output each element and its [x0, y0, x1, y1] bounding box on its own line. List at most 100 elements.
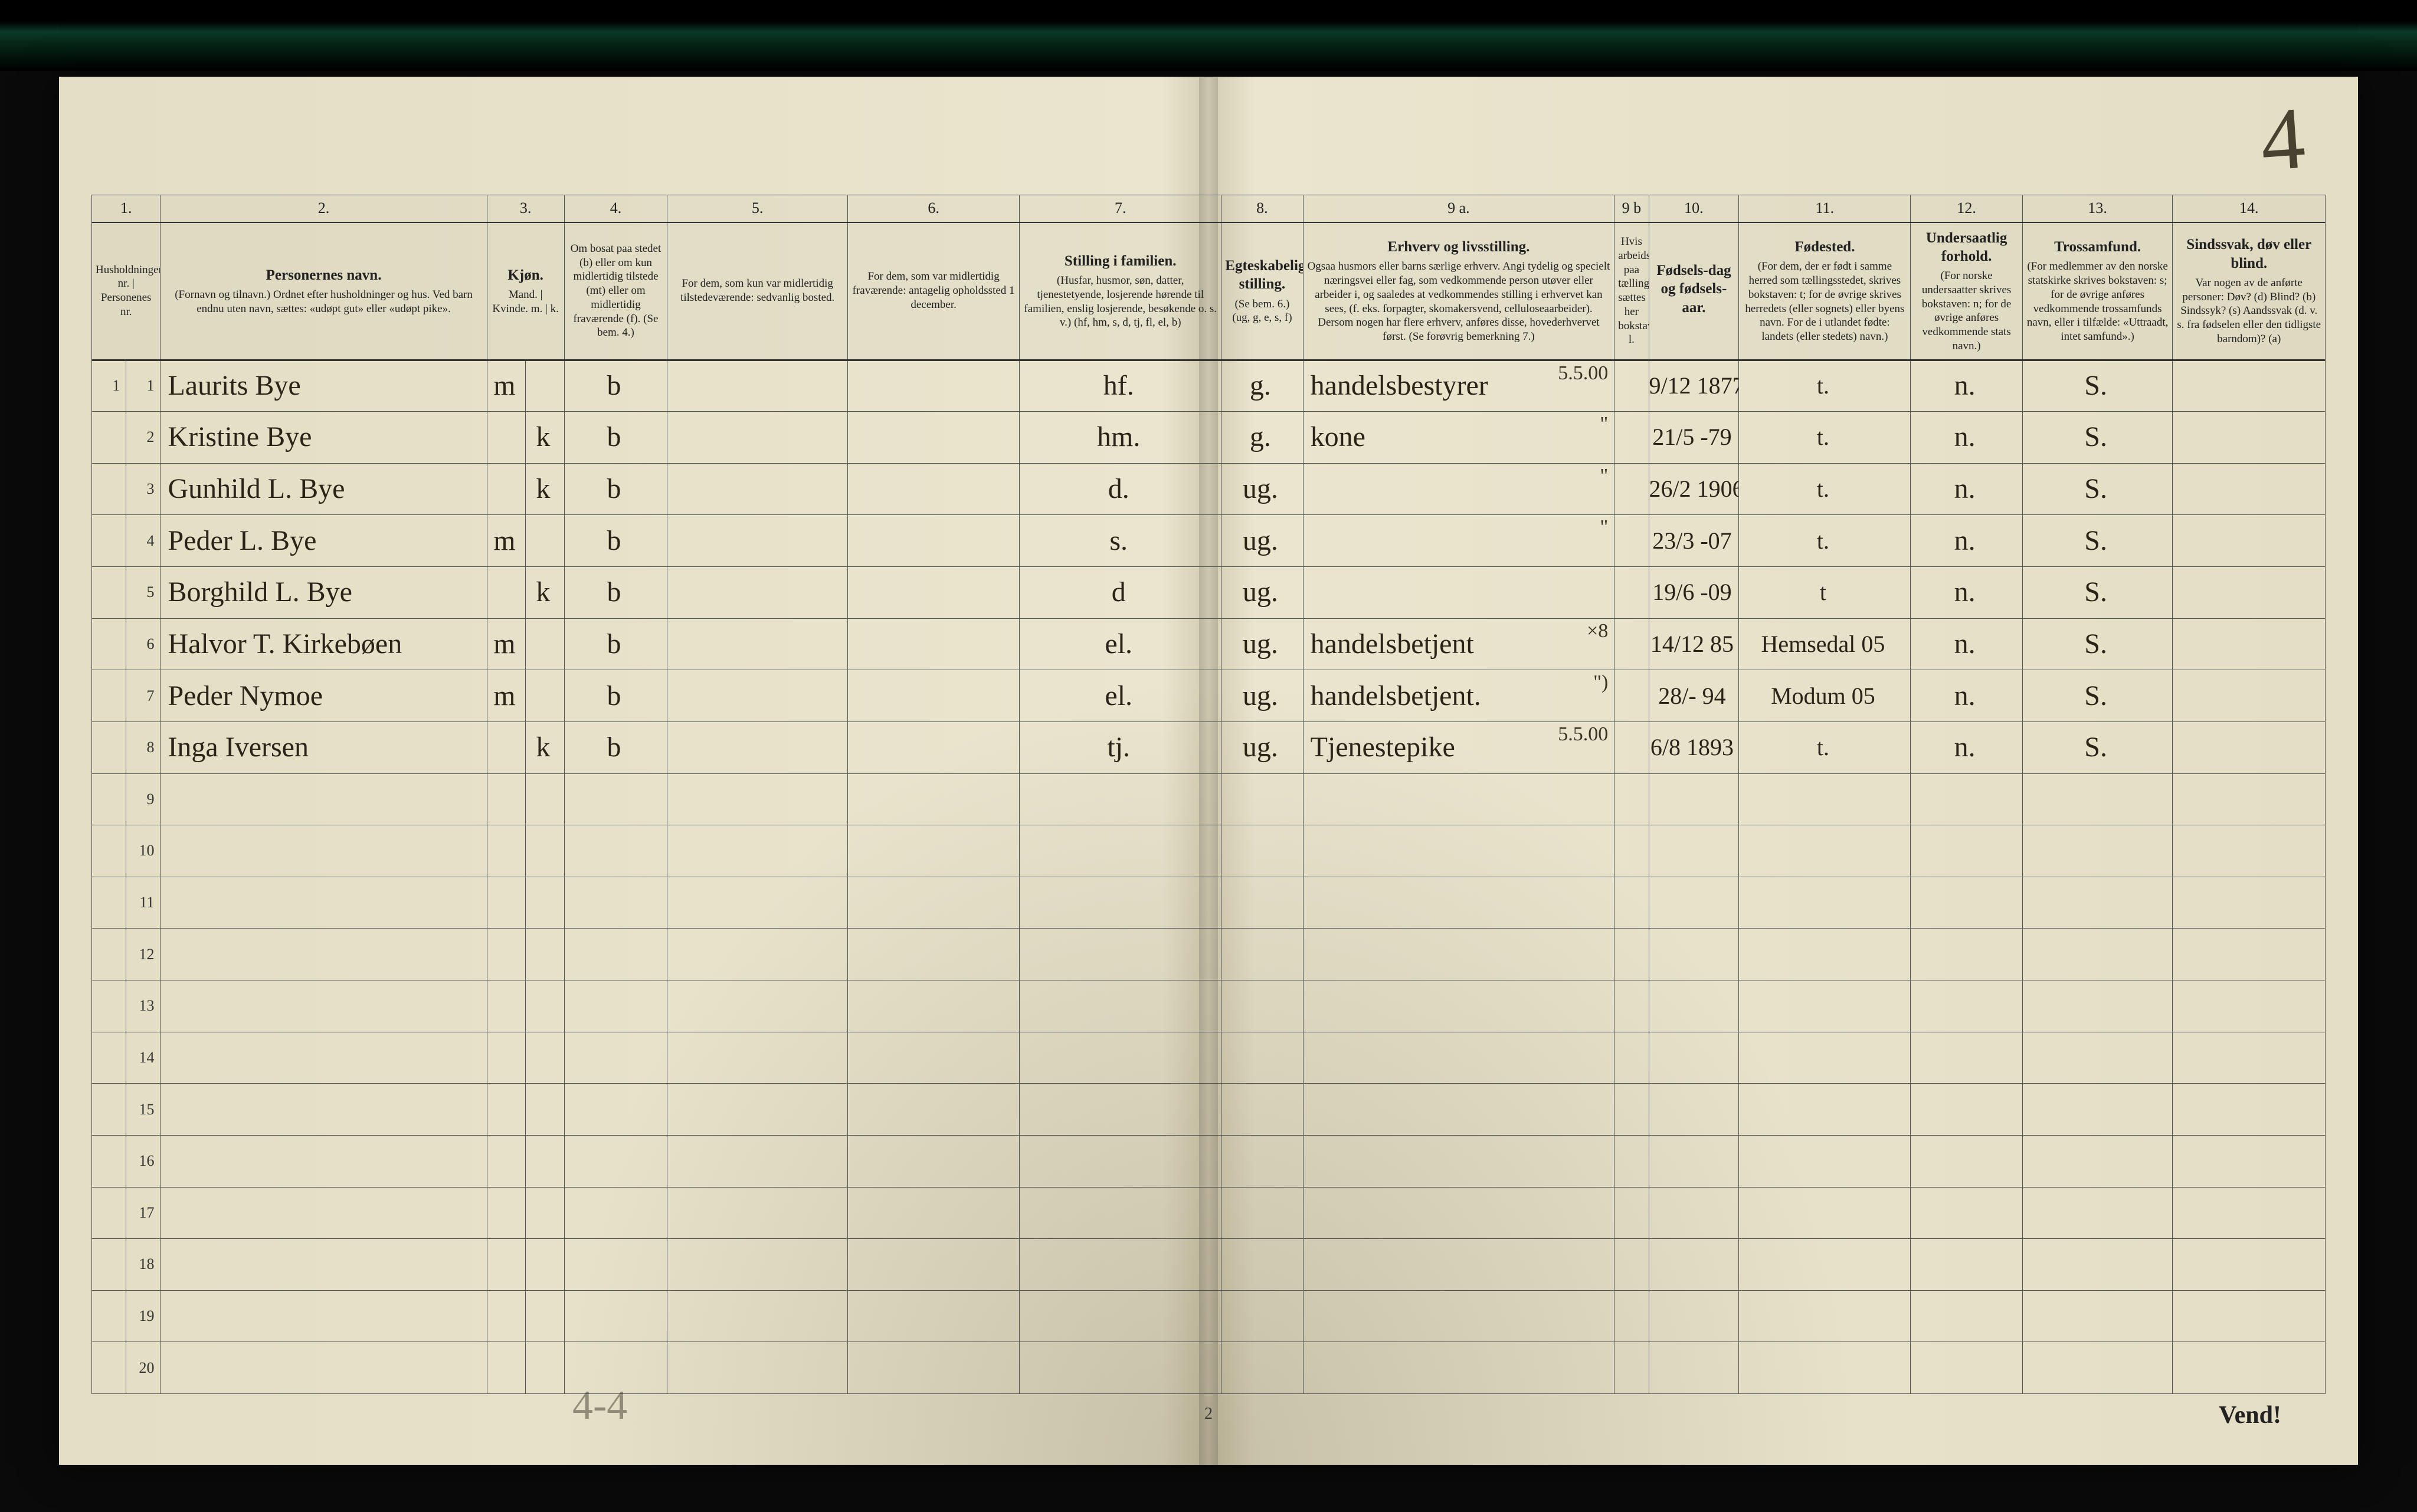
cell-disability: [2173, 515, 2326, 567]
cell-disability: [2173, 670, 2326, 722]
cell-blank: [1649, 1290, 1739, 1342]
cell-blank: [1221, 1084, 1303, 1136]
cell-nationality: n.: [1911, 670, 2022, 722]
cell-disability: [2173, 567, 2326, 619]
cell-blank: [487, 1032, 526, 1084]
hdr-11: Fødested.(For dem, der er født i samme h…: [1739, 222, 1911, 360]
cell-blank: [1614, 1342, 1649, 1394]
cell-blank: [2022, 1032, 2173, 1084]
cell-blank: [161, 877, 487, 929]
cell-name: Peder Nymoe: [161, 670, 487, 722]
cell-occupation: Tjenestepike5.5.00: [1303, 721, 1614, 773]
table-row-blank: 11: [92, 877, 2326, 929]
cell-person-nr: 11: [126, 877, 161, 929]
cell-name: Gunhild L. Bye: [161, 463, 487, 515]
cell-blank: [1739, 1135, 1911, 1187]
cell-blank: [564, 1290, 667, 1342]
hdr-12: Undersaatlig forhold.(For norske undersa…: [1911, 222, 2022, 360]
cell-blank: [2022, 877, 2173, 929]
cell-blank: [526, 1187, 565, 1239]
cell-blank: [1020, 980, 1221, 1032]
cell-blank: [564, 1135, 667, 1187]
cell-occupation: ": [1303, 463, 1614, 515]
cell-blank: [487, 825, 526, 877]
cell-name: Peder L. Bye: [161, 515, 487, 567]
cell-name: Kristine Bye: [161, 412, 487, 464]
cell-nationality: n.: [1911, 721, 2022, 773]
cell-nationality: n.: [1911, 515, 2022, 567]
cell-blank: [667, 980, 848, 1032]
cell-temp-present: [667, 515, 848, 567]
cell-marital: g.: [1221, 412, 1303, 464]
cell-blank: [2173, 877, 2326, 929]
cell-blank: [487, 1239, 526, 1291]
cell-household-nr: [92, 1135, 126, 1187]
cell-temp-present: [667, 567, 848, 619]
colnum-7: 7.: [1020, 195, 1221, 222]
hdr-2: Personernes navn.(Fornavn og tilnavn.) O…: [161, 222, 487, 360]
cell-blank: [1911, 1084, 2022, 1136]
cell-unemployed: [1614, 360, 1649, 412]
cell-blank: [1303, 1342, 1614, 1394]
cell-blank: [1614, 1290, 1649, 1342]
cell-blank: [1649, 1135, 1739, 1187]
cell-blank: [667, 1032, 848, 1084]
cell-unemployed: [1614, 567, 1649, 619]
colnum-9b: 9 b: [1614, 195, 1649, 222]
cell-marital: ug.: [1221, 618, 1303, 670]
cell-sex-k: k: [526, 567, 565, 619]
cell-religion: S.: [2022, 721, 2173, 773]
cell-blank: [1303, 1032, 1614, 1084]
colnum-11: 11.: [1739, 195, 1911, 222]
cell-blank: [161, 773, 487, 825]
cell-sex-k: k: [526, 463, 565, 515]
cell-occupation: handelsbetjent×8: [1303, 618, 1614, 670]
cell-blank: [2173, 1239, 2326, 1291]
cell-blank: [1649, 825, 1739, 877]
cell-blank: [526, 1290, 565, 1342]
occupation-annotation: 5.5.00: [1558, 724, 1608, 744]
cell-blank: [1020, 1032, 1221, 1084]
cell-temp-absent: [848, 670, 1020, 722]
cell-birth: 23/3 -07: [1649, 515, 1739, 567]
cell-blank: [1221, 1187, 1303, 1239]
cell-sex-k: k: [526, 412, 565, 464]
cell-person-nr: 17: [126, 1187, 161, 1239]
hdr-9b: Hvis arbeidsledig paa tællingstiden sætt…: [1614, 222, 1649, 360]
cell-residence: b: [564, 412, 667, 464]
cell-sex-m: [487, 463, 526, 515]
cell-person-nr: 5: [126, 567, 161, 619]
cell-household-nr: [92, 618, 126, 670]
cell-blank: [848, 1342, 1020, 1394]
cell-household-nr: [92, 1239, 126, 1291]
cell-blank: [667, 1187, 848, 1239]
cell-blank: [848, 1290, 1020, 1342]
cell-blank: [1614, 877, 1649, 929]
cell-marital: ug.: [1221, 721, 1303, 773]
cell-blank: [1221, 929, 1303, 980]
cell-blank: [1020, 1084, 1221, 1136]
cell-occupation: ": [1303, 515, 1614, 567]
cell-temp-present: [667, 463, 848, 515]
cell-person-nr: 10: [126, 825, 161, 877]
cell-birth: 9/12 1877: [1649, 360, 1739, 412]
cell-blank: [2173, 825, 2326, 877]
cell-household-nr: [92, 670, 126, 722]
cell-blank: [667, 1084, 848, 1136]
cell-temp-absent: [848, 515, 1020, 567]
cell-blank: [1911, 1032, 2022, 1084]
cell-blank: [526, 1239, 565, 1291]
cell-unemployed: [1614, 412, 1649, 464]
cell-birth: 26/2 1906: [1649, 463, 1739, 515]
cell-blank: [487, 877, 526, 929]
cell-temp-present: [667, 360, 848, 412]
cell-disability: [2173, 412, 2326, 464]
cell-religion: S.: [2022, 463, 2173, 515]
cell-nationality: n.: [1911, 463, 2022, 515]
table-row-blank: 19: [92, 1290, 2326, 1342]
cell-blank: [1303, 877, 1614, 929]
cell-blank: [1739, 825, 1911, 877]
cell-household-nr: [92, 877, 126, 929]
cell-religion: S.: [2022, 412, 2173, 464]
cell-household-nr: [92, 412, 126, 464]
